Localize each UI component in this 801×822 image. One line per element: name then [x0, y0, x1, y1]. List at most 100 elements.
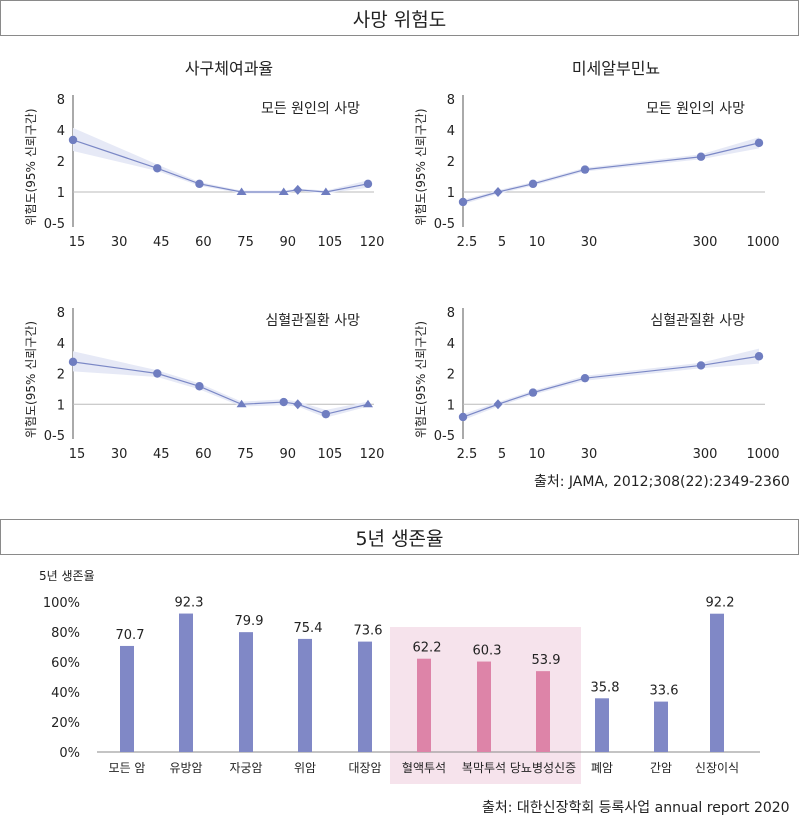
- bar: [654, 701, 668, 752]
- x-tick-label: 1000: [746, 447, 779, 460]
- series-line: [462, 355, 760, 418]
- category-label: 당뇨병성신증: [510, 761, 576, 775]
- risk-source: 출처: JAMA, 2012;308(22):2349-2360: [534, 474, 790, 490]
- y-tick-label: 4: [447, 124, 455, 139]
- x-tick-label: 5: [498, 235, 506, 250]
- y-tick-label: 4: [447, 337, 455, 352]
- y-axis-label: 위험도(95% 신뢰구간): [414, 321, 428, 438]
- category-label: 자궁암: [229, 761, 262, 775]
- category-label: 유방암: [169, 761, 202, 775]
- bar-value-label: 75.4: [294, 621, 323, 636]
- x-tick-label: 5: [498, 447, 506, 460]
- x-tick-label: 10: [529, 235, 546, 250]
- category-label: 대장암: [348, 761, 381, 775]
- data-point: [278, 187, 289, 195]
- confidence-band: [73, 127, 368, 194]
- y-tick-label: 8: [447, 306, 455, 321]
- data-point: [493, 399, 503, 410]
- category-label: 복막투석: [462, 761, 506, 775]
- x-tick-label: 105: [317, 235, 342, 250]
- bar: [120, 645, 134, 752]
- category-label: 폐암: [591, 761, 613, 775]
- data-point: [363, 179, 373, 189]
- y-tick-label: 80%: [51, 626, 80, 641]
- category-label: 간암: [650, 761, 672, 775]
- panel-subtitle: 심혈관질환 사망: [650, 313, 745, 329]
- x-tick-label: 120: [360, 447, 385, 460]
- confidence-band: [73, 351, 368, 418]
- category-label: 혈액투석: [402, 761, 446, 775]
- x-tick-label: 45: [153, 447, 170, 460]
- data-point: [458, 197, 468, 207]
- y-axis-label: 위험도(95% 신뢰구간): [24, 108, 38, 225]
- bar: [239, 632, 253, 752]
- data-point: [493, 187, 503, 197]
- y-tick-label: 2: [57, 368, 65, 383]
- x-tick-label: 60: [195, 447, 212, 460]
- data-point: [696, 152, 706, 161]
- confidence-band: [463, 348, 759, 421]
- bar-value-label: 60.3: [473, 644, 502, 659]
- bar: [298, 638, 312, 752]
- y-tick-label: 8: [57, 93, 65, 108]
- confidence-band: [463, 137, 759, 205]
- x-tick-label: 45: [153, 235, 170, 250]
- x-tick-label: 90: [279, 447, 296, 460]
- bar: [417, 658, 431, 752]
- bar-value-label: 53.9: [532, 653, 561, 668]
- column-title-albuminuria: 미세알부민뇨: [572, 59, 660, 78]
- x-tick-label: 2.5: [457, 447, 478, 460]
- bar: [477, 661, 491, 752]
- data-point: [195, 382, 204, 391]
- x-tick-label: 300: [693, 447, 718, 460]
- category-label: 모든 암: [109, 761, 146, 775]
- series-line: [72, 139, 369, 193]
- column-title-egfr: 사구체여과율: [185, 59, 273, 78]
- data-point: [528, 388, 538, 397]
- data-point: [754, 138, 764, 148]
- y-tick-label: 0-5: [434, 429, 455, 444]
- category-label: 위암: [294, 761, 316, 775]
- data-point: [754, 352, 764, 361]
- data-point: [363, 399, 373, 408]
- data-point: [279, 397, 288, 407]
- data-point: [293, 184, 303, 195]
- x-tick-label: 120: [360, 235, 385, 250]
- data-point: [153, 164, 162, 173]
- x-tick-label: 90: [279, 235, 296, 250]
- y-tick-label: 60%: [51, 656, 80, 671]
- x-tick-label: 300: [693, 235, 718, 250]
- series-line: [462, 142, 760, 203]
- y-tick-label: 0-5: [44, 429, 65, 444]
- x-tick-label: 15: [69, 235, 86, 250]
- bar: [710, 613, 724, 752]
- y-tick-label: 1: [447, 398, 455, 413]
- data-point: [528, 179, 538, 189]
- x-tick-label: 60: [195, 235, 212, 250]
- data-point: [195, 179, 204, 189]
- data-point: [580, 373, 590, 383]
- survival-section-header: 5년 생존율: [0, 519, 799, 555]
- y-tick-label: 2: [57, 155, 65, 170]
- data-point: [236, 399, 247, 408]
- x-tick-label: 1000: [746, 235, 779, 250]
- bar-value-label: 70.7: [116, 628, 145, 643]
- x-tick-label: 10: [529, 447, 546, 460]
- data-point: [580, 165, 590, 174]
- risk-panel-3: 0-5 1 2 4 8 위험도(95% 신뢰구간) 15 30 45 60 75 90 105 120 심혈…: [24, 306, 384, 460]
- data-point: [68, 135, 78, 145]
- risk-panel-1: 0-5 1 2 4 8 위험도(95% 신뢰구간) 15 30 45 60 75 90 105 120 모든…: [24, 93, 384, 250]
- bar: [358, 641, 372, 752]
- x-tick-label: 105: [317, 447, 342, 460]
- y-tick-label: 2: [447, 368, 455, 383]
- data-point: [236, 187, 247, 195]
- risk-section-header: 사망 위험도: [0, 0, 799, 36]
- y-tick-label: 1: [447, 186, 455, 201]
- category-label: 신장이식: [695, 761, 739, 775]
- y-tick-label: 0-5: [434, 217, 455, 232]
- series-line: [72, 361, 369, 415]
- data-point: [696, 361, 706, 370]
- y-tick-label: 8: [447, 93, 455, 108]
- x-tick-label: 2.5: [457, 235, 478, 250]
